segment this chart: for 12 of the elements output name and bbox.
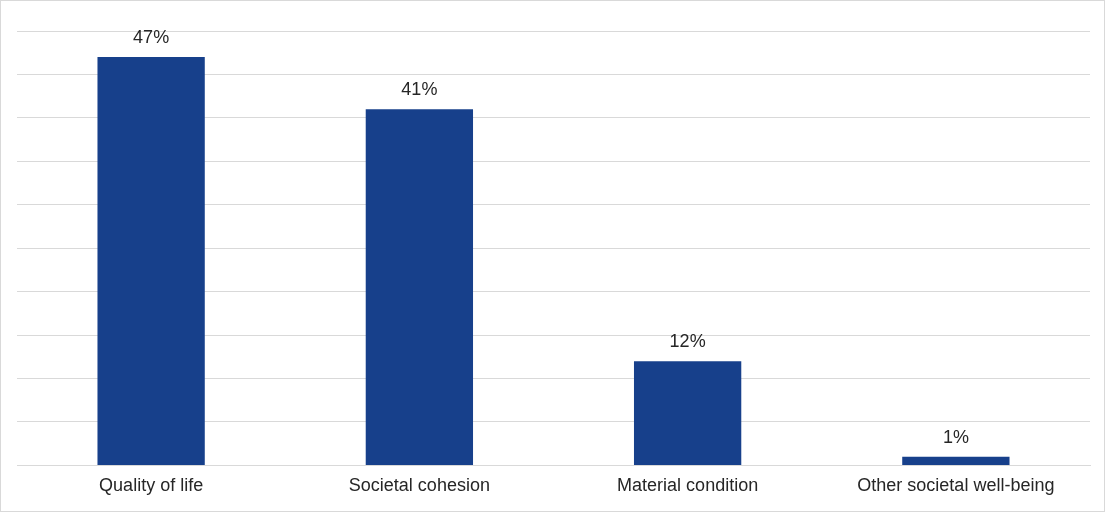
x-tick-label: Other societal well-being (857, 475, 1055, 496)
data-label: 12% (669, 331, 706, 352)
data-label: 41% (401, 79, 438, 100)
bar (633, 361, 742, 465)
x-tick-label: Societal cohesion (348, 475, 490, 496)
x-tick-label: Material condition (617, 475, 759, 496)
bar (365, 109, 474, 465)
bar (902, 456, 1010, 465)
data-label: 1% (942, 426, 969, 447)
bar (97, 57, 205, 465)
data-label: 47% (133, 27, 170, 48)
x-tick-label: Quality of life (99, 475, 204, 496)
